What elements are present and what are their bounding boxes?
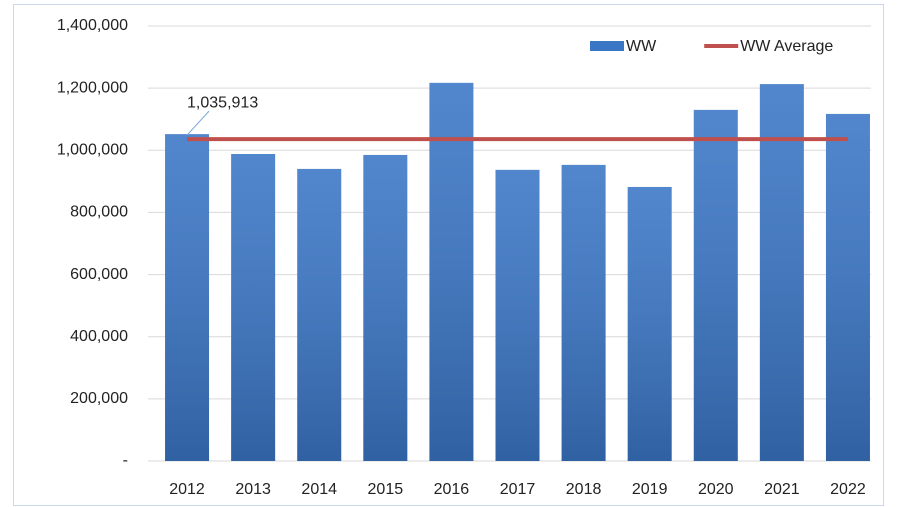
x-tick-label: 2019 xyxy=(632,481,668,498)
bar-shade xyxy=(561,164,606,461)
bar-shade xyxy=(693,109,738,462)
bar-shade xyxy=(825,113,870,462)
x-tick-label: 2022 xyxy=(830,481,866,498)
legend-label: WW Average xyxy=(740,38,833,55)
y-tick-label: - xyxy=(123,452,128,469)
legend-label: WW xyxy=(626,38,657,55)
x-tick-label: 2018 xyxy=(566,481,602,498)
x-tick-label: 2012 xyxy=(169,481,205,498)
x-tick-label: 2021 xyxy=(764,481,800,498)
data-label: 1,035,913 xyxy=(187,94,258,111)
x-tick-label: 2016 xyxy=(434,481,470,498)
x-tick-label: 2013 xyxy=(235,481,271,498)
y-tick-label: 600,000 xyxy=(70,266,128,283)
y-tick-label: 1,000,000 xyxy=(57,142,128,159)
bar-shade xyxy=(165,134,210,461)
bar-shade xyxy=(627,186,672,461)
x-tick-label: 2015 xyxy=(368,481,404,498)
label-leader xyxy=(186,110,210,136)
y-tick-label: 1,400,000 xyxy=(57,17,128,34)
legend-swatch xyxy=(590,41,624,51)
bar-shade xyxy=(429,82,474,461)
bar-shade xyxy=(231,154,276,461)
x-tick-label: 2014 xyxy=(301,481,337,498)
y-tick-label: 1,200,000 xyxy=(57,79,128,96)
bar-shade xyxy=(363,154,408,462)
bar-shade xyxy=(759,84,804,461)
y-tick-label: 200,000 xyxy=(70,390,128,407)
x-tick-label: 2017 xyxy=(500,481,536,498)
x-tick-label: 2020 xyxy=(698,481,734,498)
bar-shade xyxy=(495,169,540,461)
y-tick-label: 400,000 xyxy=(70,328,128,345)
bar-shade xyxy=(297,168,342,461)
y-tick-label: 800,000 xyxy=(70,204,128,221)
